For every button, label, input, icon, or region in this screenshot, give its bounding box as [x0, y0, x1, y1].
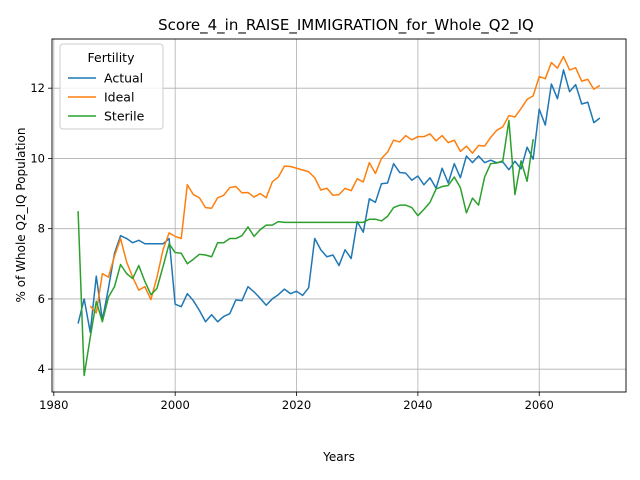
legend-box: [59, 43, 164, 130]
y-tick-label: 6: [38, 292, 45, 306]
plot-frame: [51, 38, 627, 393]
series-line-ideal: [89, 55, 601, 314]
y-tick-label: 4: [38, 362, 45, 376]
legend-label-sterile: Sterile: [104, 109, 145, 124]
y-axis-label: % of Whole Q2_IQ Population: [14, 128, 28, 303]
legend-label-actual: Actual: [104, 71, 143, 86]
y-axis: 4 6 8 10 12: [30, 81, 52, 376]
series-layer: [77, 55, 601, 377]
y-tick-label: 12: [30, 81, 45, 95]
y-tick-label: 8: [38, 222, 45, 236]
x-tick-label: 2000: [161, 398, 190, 412]
x-tick-label: 2040: [403, 398, 432, 412]
y-tick-label: 10: [30, 151, 45, 165]
x-axis: 1980 2000 2020 2040 2060: [39, 392, 554, 412]
x-tick-label: 2020: [282, 398, 311, 412]
legend-title: Fertility: [88, 50, 136, 65]
chart-title: Score_4_in_RAISE_IMMIGRATION_for_Whole_Q…: [158, 16, 534, 35]
legend-label-ideal: Ideal: [104, 90, 134, 105]
legend: Fertility Actual Ideal Sterile: [59, 43, 164, 130]
x-tick-label: 1980: [39, 398, 68, 412]
series-line-sterile: [77, 119, 534, 377]
x-tick-label: 2060: [525, 398, 554, 412]
x-axis-label: Years: [322, 450, 355, 464]
